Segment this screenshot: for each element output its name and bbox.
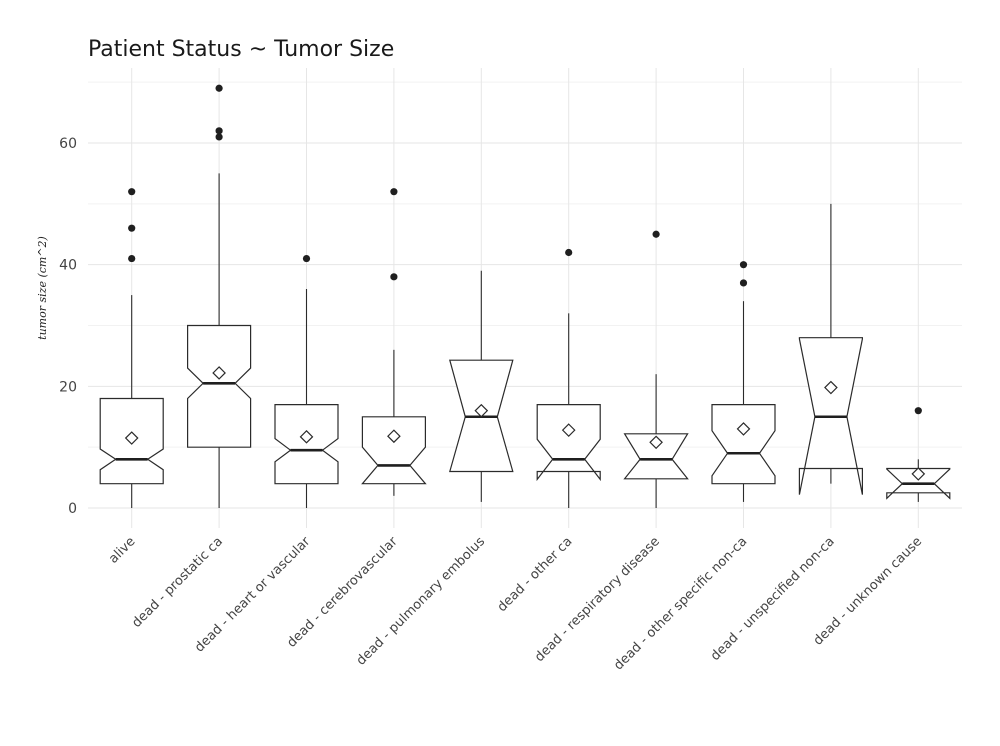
outlier-point	[128, 188, 136, 196]
outlier-point	[565, 248, 573, 257]
mean-marker	[649, 435, 663, 450]
mean-marker	[387, 429, 401, 444]
outlier-point	[215, 133, 223, 141]
outlier-point	[215, 127, 223, 135]
notched-box	[711, 404, 776, 485]
box-group	[886, 407, 951, 502]
box-group	[449, 270, 514, 502]
x-tick-label: alive	[106, 534, 138, 566]
outlier-point	[302, 254, 311, 263]
box-group	[187, 84, 252, 508]
chart-title: Patient Status ~ Tumor Size	[88, 37, 394, 62]
boxes	[99, 84, 951, 508]
x-tick-label: dead - prostatic ca	[129, 534, 226, 631]
outlier-point	[914, 407, 922, 415]
box-group	[536, 248, 601, 508]
notched-box	[536, 404, 601, 482]
mean-marker	[299, 429, 314, 444]
outlier-point	[390, 188, 398, 196]
mean-marker	[212, 366, 226, 380]
y-tick-label: 60	[59, 136, 77, 152]
outlier-point	[128, 224, 136, 232]
y-axis-ticks: 0 20 40 60	[59, 136, 77, 517]
box-group	[361, 188, 427, 496]
box-group	[711, 261, 776, 502]
mean-marker	[911, 467, 926, 481]
box-group	[99, 188, 164, 508]
notched-box	[361, 416, 427, 485]
outlier-point	[215, 84, 223, 92]
notched-box	[274, 404, 339, 485]
outlier-point	[128, 254, 136, 263]
box-group	[623, 230, 689, 508]
mean-marker	[561, 423, 576, 437]
box-group	[798, 203, 864, 495]
mean-marker	[736, 422, 751, 436]
y-tick-label: 40	[59, 258, 77, 274]
outlier-point	[739, 279, 748, 287]
y-tick-label: 20	[59, 379, 77, 395]
box-group	[274, 254, 339, 508]
y-axis-label: tumor size (cm^2)	[36, 236, 49, 340]
outlier-point	[652, 230, 660, 238]
mean-marker	[824, 380, 838, 395]
outlier-point	[390, 273, 398, 281]
notched-box	[187, 324, 252, 448]
mean-marker	[124, 431, 139, 445]
y-tick-label: 0	[68, 501, 77, 517]
x-tick-label: dead - other ca	[495, 534, 576, 615]
mean-marker	[474, 403, 489, 418]
outlier-point	[739, 261, 748, 269]
